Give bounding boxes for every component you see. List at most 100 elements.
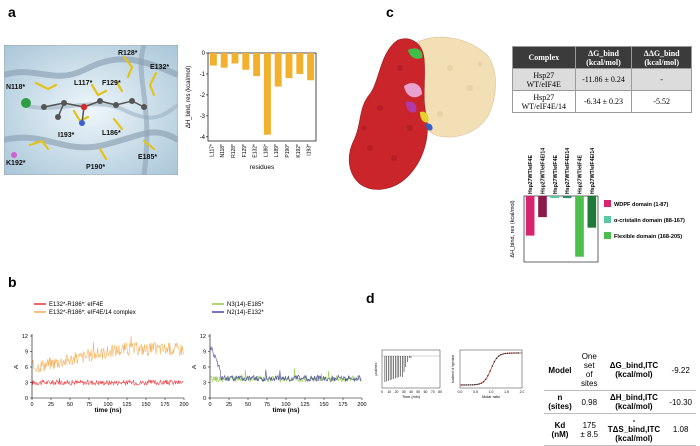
residue-label: K192* bbox=[6, 160, 26, 167]
itc-binding-isotherm: 0.0 0.5 1.0 1.5 2.0 Molar ratio kcal/mol of in… bbox=[451, 349, 524, 399]
bar bbox=[285, 53, 293, 79]
y-axis-label: μcal/sec bbox=[374, 362, 378, 375]
x-tick-label: 50 bbox=[416, 390, 420, 394]
x-tick-label: 150 bbox=[319, 402, 328, 408]
data-point bbox=[463, 384, 465, 386]
series-line bbox=[209, 346, 362, 383]
data-point bbox=[485, 378, 487, 381]
residue-label: F129* bbox=[102, 80, 121, 87]
y-tick-label: -3 bbox=[200, 114, 206, 120]
x-axis-label: residues bbox=[250, 164, 275, 171]
data-point bbox=[467, 384, 470, 386]
y-tick-label: -1 bbox=[200, 72, 206, 78]
y-tick-label: -2 bbox=[200, 93, 206, 99]
y-tick-label: 6 bbox=[203, 365, 206, 371]
bar bbox=[307, 53, 315, 81]
x-tick-label: K192* bbox=[296, 144, 302, 158]
x-tick-label: 100 bbox=[103, 402, 112, 408]
hsp27-eif4e-surface bbox=[348, 36, 496, 190]
series-line bbox=[31, 335, 184, 373]
y-tick-label: 0 bbox=[25, 396, 28, 402]
x-tick-label: R128* bbox=[231, 144, 237, 158]
fit-curve bbox=[460, 352, 522, 386]
residue-label: L186* bbox=[102, 130, 121, 137]
x-axis-label: Time (min) bbox=[402, 395, 421, 399]
x-tick-label: 60 bbox=[424, 390, 428, 394]
y-tick-label: 3 bbox=[25, 381, 28, 387]
data-point bbox=[500, 354, 502, 356]
y-tick-label: -4 bbox=[200, 135, 206, 141]
bar bbox=[220, 53, 228, 68]
table-cell: ΔH_bind,ITC (kcal/mol) bbox=[602, 390, 666, 414]
x-tick-label: 0 bbox=[208, 402, 211, 408]
bar bbox=[231, 53, 239, 64]
x-tick-label: L189* bbox=[274, 144, 280, 157]
table-row: Hsp27 WT/eIF4E/14 -6.34 ± 0.23 -5.52 bbox=[512, 90, 692, 113]
protein-ligand-structure: R128* E132* N118* L117* F129* I193* L186… bbox=[4, 45, 178, 175]
x-tick-label: 125 bbox=[122, 402, 131, 408]
table-cell: -11.86 ± 0.24 bbox=[574, 68, 633, 91]
y-tick-label: 9 bbox=[25, 350, 28, 356]
table-cell: -10.30 bbox=[665, 390, 696, 414]
x-tick-label: N118* bbox=[220, 144, 226, 158]
data-point bbox=[517, 352, 519, 354]
y-axis-label: ΔH_bind, res (kcal/mol) bbox=[510, 200, 516, 257]
distance-time-chart-left: E132*-R186*: eIF4E E132*-R186*: eIF4E/14 … bbox=[14, 302, 189, 414]
binding-energy-table: Complex ΔG_bind (kcal/mol) ΔΔG_bind (kca… bbox=[512, 46, 692, 113]
table-cell: Hsp27 WT/eIF4E/14 bbox=[512, 90, 576, 113]
plot-frame bbox=[523, 195, 599, 263]
y-axis-label: Å bbox=[192, 364, 198, 369]
x-tick-label: Hsp27WT/eIF4E/14 bbox=[590, 148, 596, 194]
residue-label: I193* bbox=[58, 132, 75, 139]
legend-label: E132*-R186*: eIF4E bbox=[49, 302, 103, 308]
y-tick-label: 9 bbox=[203, 350, 206, 356]
data-point bbox=[498, 355, 500, 357]
table-header: ΔG_bind (kcal/mol) bbox=[574, 46, 633, 69]
y-tick-label: 3 bbox=[203, 381, 206, 387]
table-cell: 0.98 bbox=[575, 390, 603, 414]
bar bbox=[587, 196, 597, 228]
residue-label: E185* bbox=[138, 154, 157, 161]
table-row: Hsp27 WT/eIF4E -11.86 ± 0.24 - bbox=[512, 68, 692, 91]
x-tick-label: 70 bbox=[431, 390, 435, 394]
y-tick-label: 0 bbox=[203, 396, 206, 402]
data-point bbox=[472, 384, 474, 386]
bar bbox=[538, 196, 547, 218]
legend-label: α-cristalin domain (88-167) bbox=[614, 218, 685, 224]
data-point bbox=[508, 352, 511, 354]
x-axis-label: Molar ratio bbox=[482, 395, 500, 399]
x-axis-label: time (ns) bbox=[272, 407, 299, 414]
data-point bbox=[489, 370, 491, 372]
data-point bbox=[511, 352, 513, 354]
x-tick-label: 20 bbox=[395, 390, 399, 394]
data-point bbox=[476, 383, 478, 386]
table-row: n (sites) 0.98 ΔH_bind,ITC (kcal/mol) -1… bbox=[544, 390, 696, 414]
x-tick-label: Hsp27WT/eIF4E/14 bbox=[565, 148, 571, 194]
x-tick-label: P190* bbox=[285, 144, 291, 158]
x-tick-label: F129* bbox=[242, 144, 248, 157]
itc-raw-thermogram: 0 10 20 30 40 50 60 70 80 Time (min) μcal/sec bbox=[374, 349, 442, 399]
x-tick-label: 100 bbox=[281, 402, 290, 408]
plot-frame bbox=[207, 52, 317, 142]
residue-label: R128* bbox=[118, 50, 138, 57]
x-tick-label: 80 bbox=[438, 390, 442, 394]
legend-swatch bbox=[604, 232, 611, 239]
bar bbox=[550, 196, 560, 199]
bar bbox=[242, 53, 250, 70]
x-tick-label: 0.5 bbox=[473, 390, 478, 394]
y-tick-label: 0 bbox=[202, 51, 206, 57]
table-cell: -5.52 bbox=[631, 90, 692, 113]
table-cell: -6.34 ± 0.23 bbox=[574, 90, 633, 113]
data-point bbox=[461, 384, 463, 386]
data-point bbox=[487, 375, 489, 377]
x-tick-label: 0.0 bbox=[458, 390, 463, 394]
x-tick-label: E132* bbox=[253, 144, 259, 158]
table-header: Complex bbox=[512, 46, 576, 69]
legend-swatch bbox=[604, 200, 611, 207]
y-tick-label: 12 bbox=[200, 334, 206, 340]
x-tick-label: L186* bbox=[263, 144, 269, 157]
table-cell: Hsp27 WT/eIF4E bbox=[512, 68, 576, 91]
x-tick-label: 40 bbox=[409, 390, 413, 394]
x-tick-label: 50 bbox=[67, 402, 73, 408]
